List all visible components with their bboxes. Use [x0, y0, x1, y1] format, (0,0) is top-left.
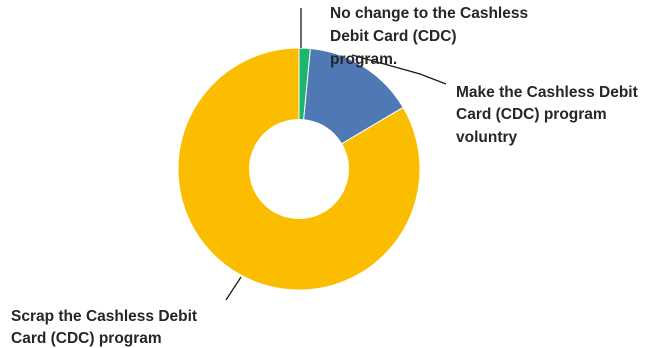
label-voluntary-line-3: voluntry: [456, 129, 518, 146]
label-no-change-line-1: No change to the Cashless: [330, 5, 528, 22]
label-scrap-line-2: Card (CDC) program: [11, 330, 162, 347]
label-voluntary: Make the Cashless Debit Card (CDC) progr…: [456, 84, 642, 146]
label-no-change-line-3: program.: [330, 51, 397, 68]
label-scrap: Scrap the Cashless Debit Card (CDC) prog…: [11, 308, 201, 347]
donut-hole: [249, 119, 349, 219]
leader-line-scrap: [225, 276, 242, 301]
leader-line-voluntary: [351, 54, 447, 85]
label-no-change-line-2: Debit Card (CDC): [330, 28, 457, 45]
label-no-change: No change to the Cashless Debit Card (CD…: [330, 5, 532, 68]
label-scrap-line-1: Scrap the Cashless Debit: [11, 308, 197, 325]
label-voluntary-line-1: Make the Cashless Debit: [456, 84, 638, 101]
label-voluntary-line-2: Card (CDC) program: [456, 106, 607, 123]
